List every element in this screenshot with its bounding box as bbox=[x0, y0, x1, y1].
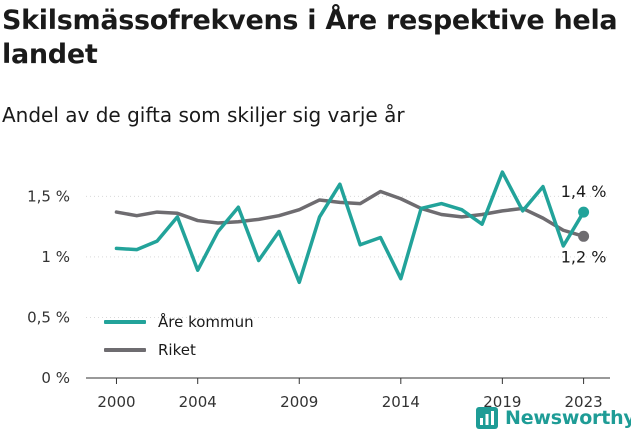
end-point-riket bbox=[578, 230, 590, 242]
legend-swatch-are bbox=[104, 320, 146, 324]
newsworthy-logo: Newsworthy bbox=[475, 406, 631, 430]
legend: Åre kommun Riket bbox=[104, 308, 254, 364]
legend-item-riket: Riket bbox=[104, 336, 254, 364]
end-point-are bbox=[578, 206, 590, 218]
end-label-are: 1,4 % bbox=[561, 182, 607, 201]
legend-label-are: Åre kommun bbox=[158, 313, 254, 331]
x-tick-label: 2019 bbox=[483, 393, 521, 411]
x-tick-label: 2000 bbox=[97, 393, 135, 411]
y-tick-label: 1 % bbox=[41, 248, 70, 266]
y-tick-label: 0 % bbox=[41, 369, 70, 387]
chart-subtitle: Andel av de gifta som skiljer sig varje … bbox=[2, 103, 405, 127]
y-tick-label: 0,5 % bbox=[27, 308, 70, 326]
end-label-riket: 1,2 % bbox=[561, 247, 607, 266]
y-tick-label: 1,5 % bbox=[27, 187, 70, 205]
series-line-are bbox=[114, 170, 586, 285]
legend-swatch-riket bbox=[104, 348, 146, 352]
logo-text: Newsworthy bbox=[505, 407, 631, 429]
x-tick-label: 2009 bbox=[280, 393, 318, 411]
x-tick-label: 2014 bbox=[382, 393, 420, 411]
series-line-riket bbox=[114, 189, 586, 239]
legend-item-are: Åre kommun bbox=[104, 308, 254, 336]
chart-title: Skilsmässofrekvens i Åre respektive hela… bbox=[2, 5, 618, 70]
chart-logo-icon bbox=[476, 407, 498, 429]
x-tick-label: 2004 bbox=[179, 393, 217, 411]
x-tick-label: 2023 bbox=[565, 393, 603, 411]
legend-label-riket: Riket bbox=[158, 341, 196, 359]
